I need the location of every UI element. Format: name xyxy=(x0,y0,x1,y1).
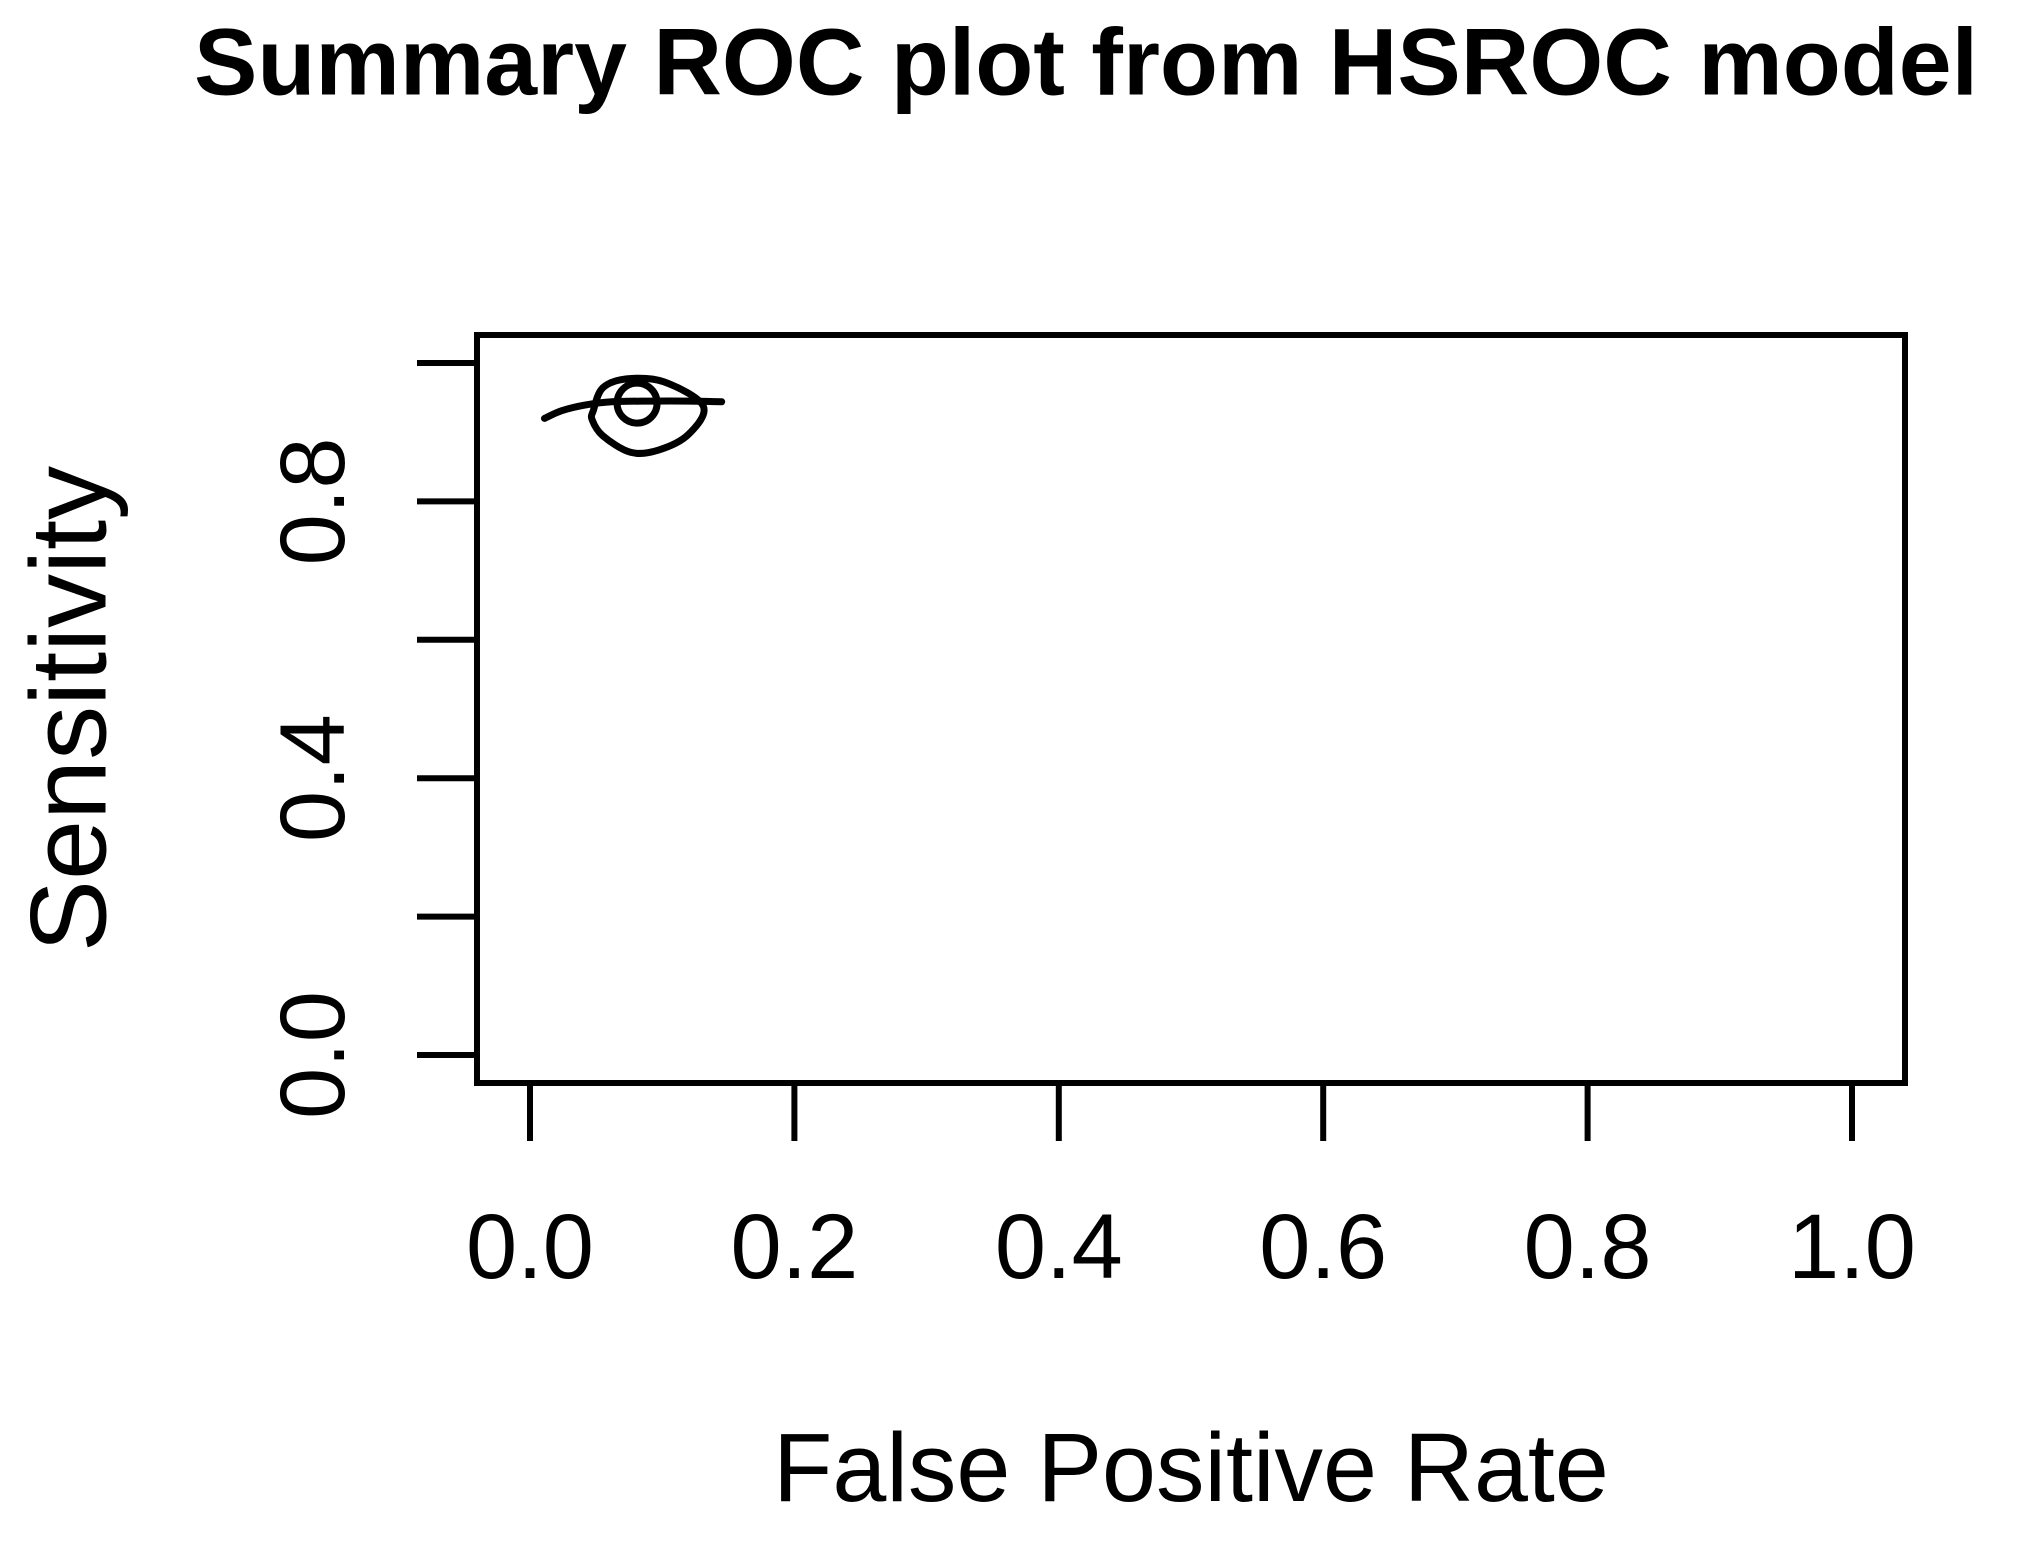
summary-point xyxy=(613,379,661,427)
x-tick-label: 0.6 xyxy=(1259,1196,1387,1298)
confidence-region xyxy=(587,374,708,457)
x-axis-label: False Positive Rate xyxy=(773,1413,1609,1522)
x-tick-label: 1.0 xyxy=(1788,1196,1916,1298)
chart-title: Summary ROC plot from HSROC model xyxy=(193,9,1979,116)
y-tick-label: 0.4 xyxy=(262,714,364,842)
plot-box xyxy=(474,332,1908,1086)
x-tick-label: 0.2 xyxy=(730,1196,858,1298)
y-tick-label: 0.0 xyxy=(262,991,364,1119)
sroc-curve xyxy=(541,397,726,422)
x-tick-label: 0.0 xyxy=(466,1196,594,1298)
x-tick-label: 0.8 xyxy=(1524,1196,1652,1298)
y-tick-label: 0.8 xyxy=(262,437,364,565)
x-tick-label: 0.4 xyxy=(995,1196,1123,1298)
